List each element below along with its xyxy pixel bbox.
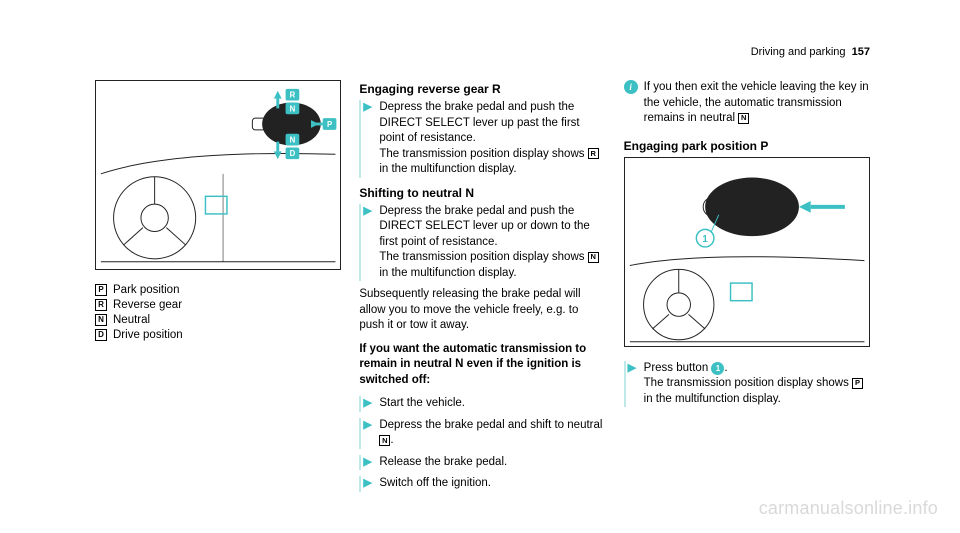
step-line: .	[390, 434, 393, 446]
step: ▶ Depress the brake pedal and push the D…	[359, 100, 605, 178]
step-arrow-icon: ▶	[363, 418, 373, 449]
reverse-icon: R	[95, 299, 107, 311]
svg-text:R: R	[290, 91, 296, 100]
step-arrow-icon: ▶	[628, 361, 638, 408]
legend-row: N Neutral	[95, 314, 341, 326]
legend-label: Neutral	[113, 314, 150, 326]
step: ▶ Release the brake pedal.	[359, 455, 605, 471]
legend-row: P Park position	[95, 284, 341, 296]
park-icon: P	[95, 284, 107, 296]
legend-label: Drive position	[113, 329, 183, 341]
info-line: If you then exit the vehicle leaving the…	[644, 81, 869, 124]
step-line: in the multifunction display.	[379, 267, 516, 279]
step-arrow-icon: ▶	[363, 100, 373, 178]
park-button-figure: 1	[624, 157, 870, 347]
heading-reverse: Engaging reverse gear R	[359, 82, 605, 96]
step-line: Depress the brake pedal and shift to neu…	[379, 419, 602, 431]
step-line: The transmission position display shows	[379, 148, 587, 160]
step-line: in the multifunction display.	[379, 163, 516, 175]
svg-text:1: 1	[702, 234, 708, 245]
section-title: Driving and parking	[751, 46, 846, 58]
column-1: R N N D P P Park position	[95, 80, 341, 483]
content-columns: R N N D P P Park position	[95, 80, 870, 483]
step-text: Start the vehicle.	[379, 396, 605, 412]
n-icon: N	[379, 435, 390, 446]
park-illustration: 1	[625, 158, 869, 344]
step-text: Switch off the ignition.	[379, 476, 605, 492]
step-arrow-icon: ▶	[363, 396, 373, 412]
step: ▶ Switch off the ignition.	[359, 476, 605, 492]
step-line: .	[724, 362, 727, 374]
page-number: 157	[852, 46, 870, 58]
step-line: Depress the brake pedal and push the DIR…	[379, 101, 579, 144]
column-3: i If you then exit the vehicle leaving t…	[624, 80, 870, 483]
legend-row: R Reverse gear	[95, 299, 341, 311]
step-line: The transmission position display shows	[379, 251, 587, 263]
drive-icon: D	[95, 329, 107, 341]
step: ▶ Start the vehicle.	[359, 396, 605, 412]
gear-legend: P Park position R Reverse gear N Neutral…	[95, 284, 341, 344]
dashboard-illustration: R N N D P	[96, 81, 340, 267]
step-arrow-icon: ▶	[363, 455, 373, 471]
info-icon: i	[624, 80, 638, 94]
watermark: carmanualsonline.info	[759, 498, 938, 519]
svg-text:D: D	[290, 149, 296, 158]
info-text: If you then exit the vehicle leaving the…	[644, 80, 870, 127]
step-text: Depress the brake pedal and push the DIR…	[379, 100, 605, 178]
paragraph: Subsequently releasing the brake pedal w…	[359, 287, 605, 334]
step-line: Depress the brake pedal and push the DIR…	[379, 205, 590, 248]
callout-1-icon: 1	[711, 362, 724, 375]
step-line: in the multifunction display.	[644, 393, 781, 405]
step-arrow-icon: ▶	[363, 204, 373, 282]
step-text: Depress the brake pedal and push the DIR…	[379, 204, 605, 282]
step-text: Press button 1. The transmission positio…	[644, 361, 870, 408]
n-icon: N	[588, 252, 599, 263]
svg-text:N: N	[290, 104, 296, 113]
heading-neutral: Shifting to neutral N	[359, 186, 605, 200]
legend-label: Park position	[113, 284, 179, 296]
column-2: Engaging reverse gear R ▶ Depress the br…	[359, 80, 605, 483]
step: ▶ Depress the brake pedal and push the D…	[359, 204, 605, 282]
heading-park: Engaging park position P	[624, 139, 870, 153]
step-text: Depress the brake pedal and shift to neu…	[379, 418, 605, 449]
step: ▶ Depress the brake pedal and shift to n…	[359, 418, 605, 449]
n-icon: N	[738, 113, 749, 124]
svg-text:P: P	[327, 120, 332, 129]
svg-text:N: N	[290, 136, 296, 145]
paragraph-bold: If you want the automatic transmission t…	[359, 342, 605, 389]
step: ▶ Press button 1. The transmission posit…	[624, 361, 870, 408]
step-text: Release the brake pedal.	[379, 455, 605, 471]
step-arrow-icon: ▶	[363, 476, 373, 492]
legend-label: Reverse gear	[113, 299, 182, 311]
info-note: i If you then exit the vehicle leaving t…	[624, 80, 870, 127]
p-icon: P	[852, 378, 863, 389]
step-line: The transmission position display shows	[644, 377, 852, 389]
gear-lever-figure: R N N D P	[95, 80, 341, 270]
step-line: Press button	[644, 362, 712, 374]
page-header: Driving and parking 157	[751, 46, 870, 58]
legend-row: D Drive position	[95, 329, 341, 341]
r-icon: R	[588, 148, 599, 159]
neutral-icon: N	[95, 314, 107, 326]
